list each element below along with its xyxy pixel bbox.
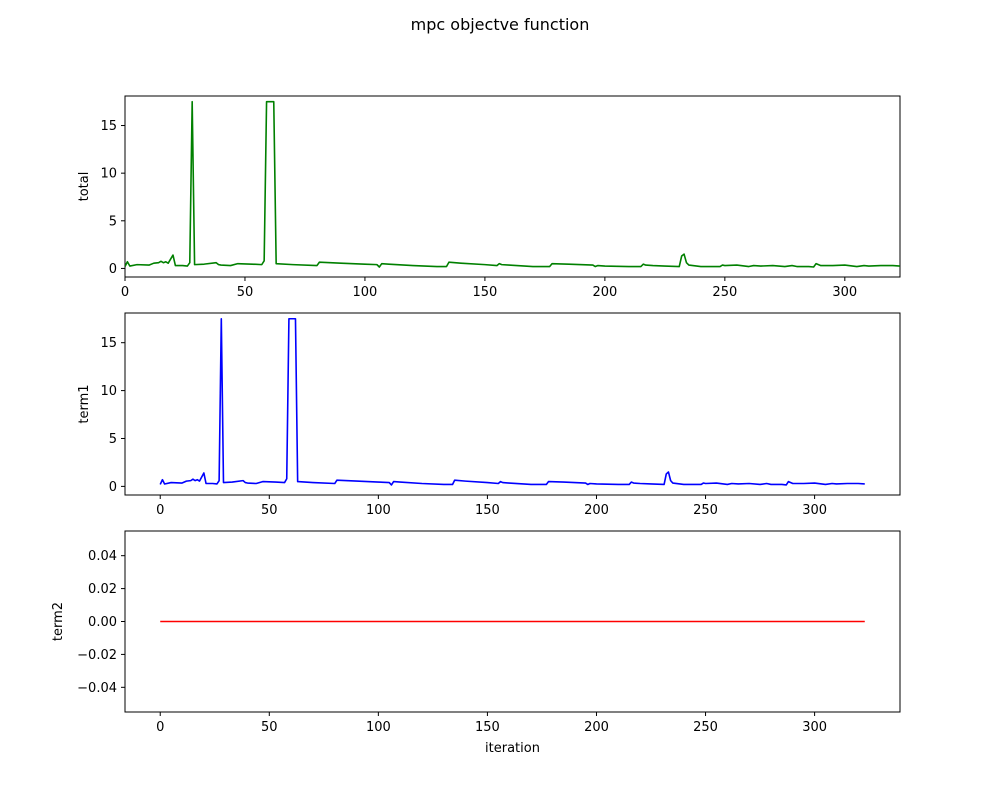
total-y-axis-label: total [77, 172, 92, 202]
x-axis-label: iteration [485, 741, 540, 756]
term2-y-axis-label: term2 [51, 602, 66, 641]
subplot-term1: 0 50 100 150 200 250 300 0 5 10 15 term1 [77, 312, 901, 518]
term1-y-tick-label: 10 [100, 384, 117, 399]
term2-x-tick-label: 200 [584, 720, 609, 735]
term1-y-tick-label: 0 [109, 480, 117, 495]
total-x-tick-label: 250 [712, 285, 737, 300]
total-axes-frame [124, 95, 901, 278]
term2-x-tick-label: 100 [366, 720, 391, 735]
term1-axes-frame [124, 312, 901, 496]
term1-y-tick-label: 5 [109, 432, 117, 447]
term1-x-tick-label: 200 [584, 503, 609, 518]
total-x-tick-label: 150 [472, 285, 497, 300]
total-x-tick-label: 300 [832, 285, 857, 300]
term1-x-tick-label: 100 [366, 503, 391, 518]
total-y-tick-label: 5 [109, 214, 117, 229]
term2-x-tick-label: 150 [475, 720, 500, 735]
total-x-tick-label: 100 [353, 285, 378, 300]
term1-y-axis-label: term1 [77, 384, 92, 423]
term1-x-tick-label: 300 [802, 503, 827, 518]
term2-x-tick-label: 50 [261, 720, 278, 735]
total-series-line [125, 100, 900, 268]
total-x-tick-label: 50 [237, 285, 254, 300]
term1-y-tick-label: 15 [100, 336, 117, 351]
term1-x-tick-label: 50 [261, 503, 278, 518]
term1-series-line [159, 317, 865, 486]
subplot-total: 0 50 100 150 200 250 300 0 5 10 15 total [77, 95, 901, 300]
term2-x-tick-label: 0 [156, 720, 164, 735]
total-x-tick-label: 0 [121, 285, 129, 300]
term2-y-tick-label: −0.04 [77, 681, 117, 696]
total-y-tick-label: 15 [100, 119, 117, 134]
term1-x-tick-label: 150 [475, 503, 500, 518]
term2-y-tick-label: 0.02 [88, 582, 117, 597]
subplot-term2: 0 50 100 150 200 250 300 −0.04 −0.02 0.00 0.02 0.04… [51, 530, 901, 735]
term2-x-tick-label: 300 [802, 720, 827, 735]
term1-x-tick-label: 0 [156, 503, 164, 518]
term2-x-tick-label: 250 [693, 720, 718, 735]
total-y-tick-label: 0 [109, 262, 117, 277]
term2-y-tick-label: −0.02 [77, 648, 117, 663]
total-x-tick-label: 200 [592, 285, 617, 300]
total-y-tick-label: 10 [100, 167, 117, 182]
chart-title: mpc objectve function [411, 15, 590, 34]
term2-y-tick-label: 0.04 [88, 549, 117, 564]
term2-y-tick-label: 0.00 [88, 615, 117, 630]
term1-x-tick-label: 250 [693, 503, 718, 518]
